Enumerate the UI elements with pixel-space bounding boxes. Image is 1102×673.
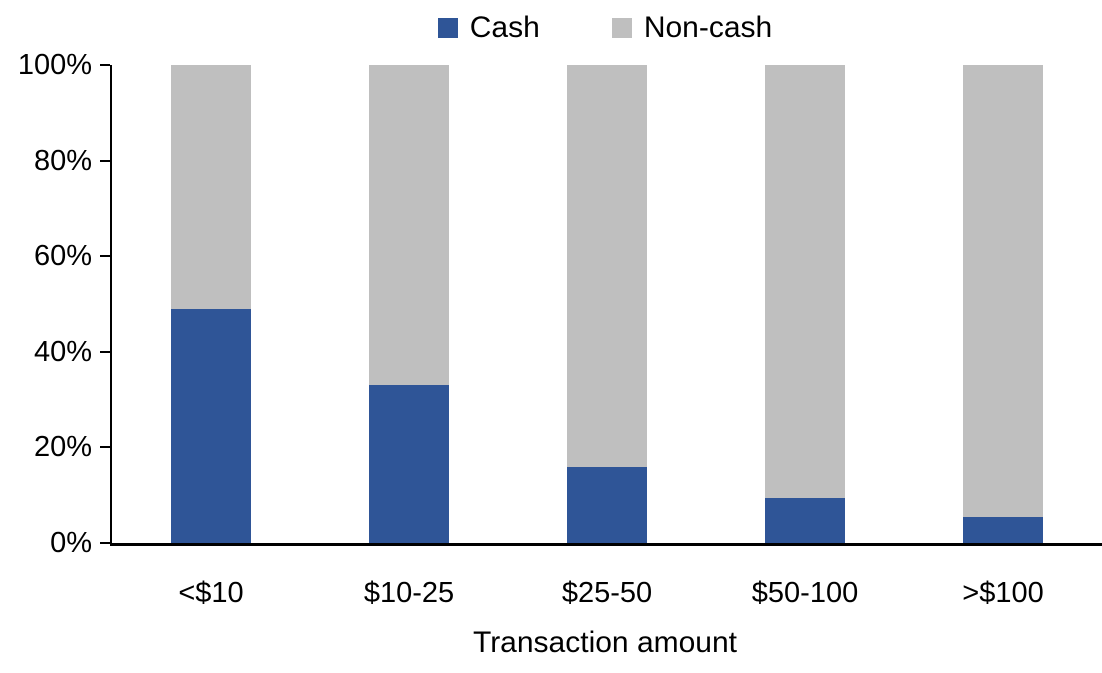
bar-segment-non-cash [171,65,251,309]
legend-item-cash: Cash [437,11,540,44]
x-tick-label: $10-25 [363,577,455,609]
y-tick-label: 0% [50,527,92,559]
y-tick-mark [100,350,110,353]
legend-label: Non-cash [643,11,773,44]
legend: Cash Non-cash [110,12,1100,44]
y-tick-label: 20% [33,431,92,464]
y-tick-mark [100,542,110,544]
y-tick-label: 100% [17,49,92,81]
bar-segment-non-cash [567,65,647,467]
bar-segment-non-cash [765,65,845,498]
y-tick-mark [100,64,110,66]
x-tick-label: $25-50 [561,577,653,609]
bar-segment-cash [567,466,647,543]
bar-segment-cash [963,516,1043,543]
bar--50-100 [765,65,845,543]
legend-swatch-icon [611,18,632,38]
legend-label: Cash [469,11,540,44]
bar-segment-cash [765,497,845,543]
bar--10-25 [369,65,449,543]
bar-segment-non-cash [963,65,1043,517]
y-tick-mark [100,255,110,258]
bar-segment-cash [369,385,449,543]
x-tick-label: $50-100 [751,577,859,609]
bar--100 [963,65,1043,543]
x-axis-title: Transaction amount [472,626,738,659]
x-tick-label: >$100 [962,577,1044,609]
y-tick-label: 80% [33,144,92,177]
x-tick-label: <$10 [178,577,244,609]
bar-segment-cash [171,308,251,543]
plot-area [110,65,1102,546]
y-tick-mark [100,159,110,162]
bar--25-50 [567,65,647,543]
y-tick-mark [100,446,110,449]
bar--10 [171,65,251,543]
legend-item-non-cash: Non-cash [611,11,773,44]
legend-swatch-icon [437,18,458,38]
y-tick-label: 60% [33,240,92,273]
bar-segment-non-cash [369,65,449,386]
y-tick-label: 40% [33,335,92,368]
